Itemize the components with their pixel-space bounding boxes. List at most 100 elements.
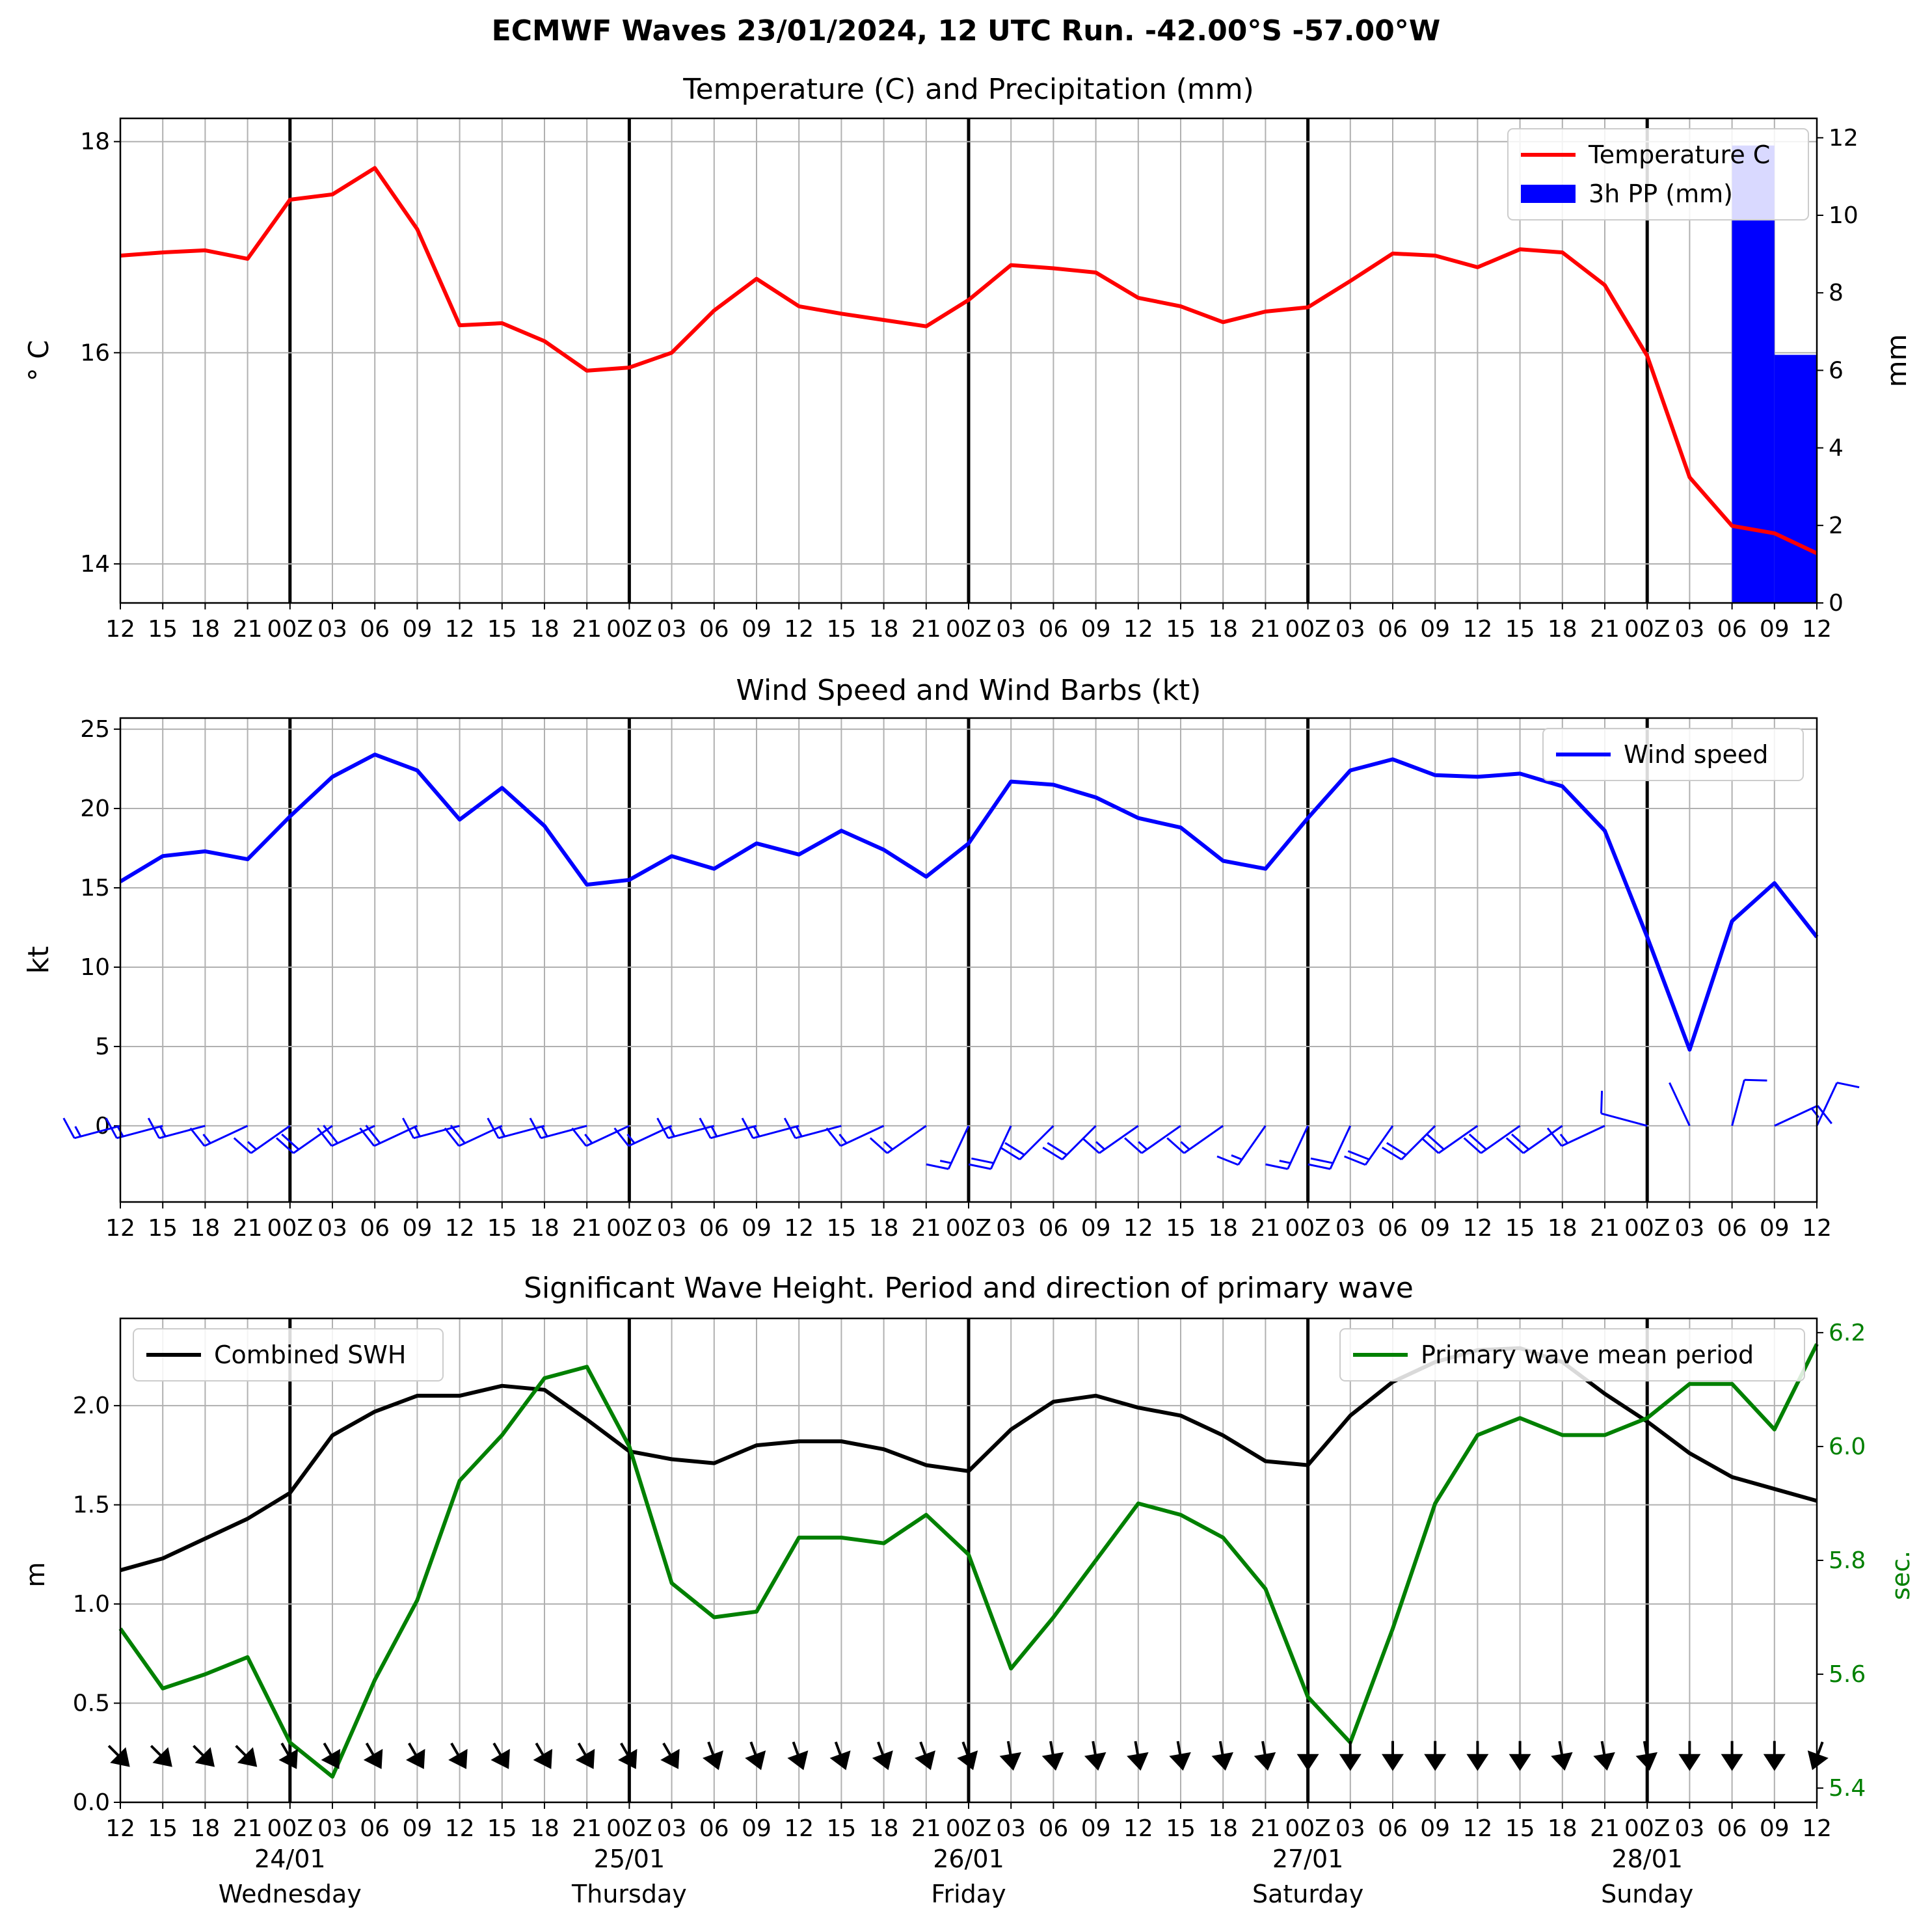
wave-direction-arrow — [872, 1741, 893, 1770]
wind-barb-staff — [1669, 1082, 1691, 1127]
x-tick-label: 21 — [911, 1815, 941, 1842]
wave-direction-arrow — [1807, 1741, 1829, 1770]
wind-barb-feather — [1166, 1137, 1185, 1155]
wind-barb — [613, 1125, 673, 1147]
x-tick-label: 09 — [402, 616, 432, 643]
wind-barb-feather — [783, 1117, 797, 1139]
arrow-head — [406, 1748, 425, 1769]
x-tick-label: 12 — [1462, 616, 1492, 643]
wave-direction-arrow — [1466, 1741, 1489, 1771]
arrow-head — [872, 1750, 893, 1770]
wind-barb — [926, 1125, 970, 1170]
wind-barb-feather — [1426, 1133, 1445, 1151]
arrow-head — [1339, 1754, 1362, 1771]
x-tick-label: 09 — [1760, 1215, 1790, 1242]
wind-barb — [62, 1117, 121, 1140]
wind-barb-feather — [1310, 1157, 1334, 1164]
x-tick-label: 00Z — [946, 1215, 991, 1242]
x-tick-label: 18 — [869, 1815, 899, 1842]
arrow-head — [999, 1752, 1022, 1771]
x-tick-label: 00Z — [1624, 1815, 1670, 1842]
x-tick-label: 09 — [742, 1215, 771, 1242]
wave-panel: Significant Wave Height. Period and dire… — [21, 1272, 1915, 1908]
wind-barb-staff — [159, 1125, 206, 1140]
wind-barb — [869, 1125, 927, 1155]
wave-direction-arrow — [915, 1741, 935, 1770]
wind-barb-feather — [147, 1117, 161, 1139]
wave-direction-arrow — [1678, 1741, 1701, 1771]
wind-barb — [1463, 1125, 1521, 1155]
wind-barb-staff — [1731, 1079, 1745, 1127]
x-tick-label: 00Z — [606, 1215, 652, 1242]
wind-barb-feather — [1463, 1137, 1482, 1155]
wave-direction-arrow — [1254, 1741, 1276, 1771]
wind-barb-half-feather — [668, 1126, 676, 1137]
wind-barb — [189, 1125, 248, 1147]
wind-barb-feather — [613, 1127, 630, 1147]
x-tick-label: 15 — [1505, 616, 1535, 643]
y-tick-label: 18 — [80, 129, 110, 155]
wind-barb-staff — [1401, 1125, 1436, 1160]
wind-barb-staff — [1364, 1125, 1394, 1166]
wind-barb-staff — [840, 1125, 885, 1147]
arrow-head — [1763, 1754, 1786, 1771]
arrow-head — [1466, 1754, 1489, 1771]
x-tick-label: 09 — [1081, 616, 1111, 643]
x-tick-label: 21 — [1590, 616, 1620, 643]
wind-barb — [276, 1125, 333, 1155]
x-tick-label: 00Z — [946, 616, 991, 643]
wind-barb-staff — [1774, 1104, 1818, 1127]
arrow-head — [1211, 1752, 1234, 1771]
y-tick-label: 1.0 — [73, 1591, 110, 1618]
arrow-head — [152, 1747, 172, 1767]
wave-direction-arrow — [1382, 1741, 1404, 1771]
arrow-head — [787, 1750, 809, 1770]
wind-barb-staff — [1098, 1125, 1139, 1155]
x-tick-label: 21 — [911, 1215, 941, 1242]
x-tick-label: 18 — [1208, 1215, 1238, 1242]
x-tick-label: 09 — [1081, 1815, 1111, 1842]
wind-barb-feather — [1216, 1155, 1239, 1166]
wind-barb-feather — [1468, 1133, 1487, 1151]
y-tick-label: 10 — [80, 954, 110, 981]
wind-barb-feather — [105, 1117, 118, 1139]
wind-barb — [1669, 1082, 1691, 1127]
x-tick-label: 09 — [402, 1215, 432, 1242]
temperature-precip-panel: Temperature (C) and Precipitation (mm) 14… — [23, 73, 1912, 643]
wind-barb-staff — [116, 1125, 163, 1140]
legend-box — [133, 1328, 444, 1381]
wave-direction-arrow — [107, 1744, 130, 1767]
wind-barb — [1081, 1125, 1139, 1155]
arrow-head — [490, 1748, 510, 1769]
wind-barb-feather — [276, 1137, 295, 1155]
x-tick-label: 06 — [360, 1215, 390, 1242]
wind-barb — [317, 1125, 375, 1147]
x-tick-label: 09 — [1420, 1815, 1450, 1842]
arrow-head — [703, 1750, 723, 1770]
wind-barb-staff — [1237, 1125, 1267, 1166]
x-tick-label: 21 — [1250, 616, 1280, 643]
legend-box — [1542, 728, 1804, 781]
wind-barb — [571, 1125, 630, 1147]
wind-barb — [147, 1117, 206, 1140]
x-tick-label: 12 — [784, 1215, 814, 1242]
wind-barb — [699, 1117, 757, 1140]
y2-tick-label: 8 — [1829, 280, 1844, 306]
x-tick-label: 06 — [1717, 616, 1747, 643]
wind-barb — [1600, 1091, 1648, 1127]
wind-barb-staff — [331, 1125, 375, 1147]
panel-title: Temperature (C) and Precipitation (mm) — [682, 73, 1254, 106]
x-tick-label: 03 — [317, 1215, 347, 1242]
x-tick-label: 09 — [742, 1815, 771, 1842]
arrow-head — [533, 1748, 553, 1769]
x-tick-label: 21 — [233, 1215, 263, 1242]
wind-barb — [1774, 1104, 1832, 1127]
x-tick-label: 09 — [1081, 1215, 1111, 1242]
wind-barb-staff — [204, 1125, 248, 1147]
arrow-head — [237, 1747, 258, 1767]
x-tick-label: 18 — [190, 616, 220, 643]
wind-barb-half-feather — [1279, 1160, 1291, 1164]
y-tick-label: 15 — [80, 875, 110, 901]
y-tick-label: 1.5 — [73, 1492, 110, 1519]
x-tick-label: 12 — [1802, 616, 1832, 643]
